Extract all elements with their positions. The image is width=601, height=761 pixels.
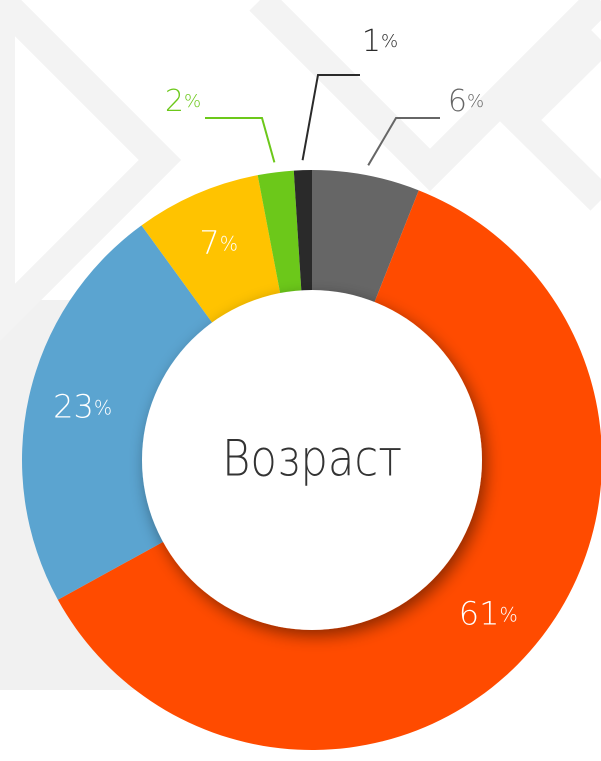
leader-line: [367, 117, 440, 166]
slice: [57, 190, 601, 751]
slice: [141, 175, 282, 327]
slice: [293, 170, 312, 296]
slice: [22, 225, 216, 600]
value-label: 23%: [53, 388, 112, 426]
center-label: Возраст: [222, 430, 402, 488]
value-label: 1%: [362, 24, 398, 59]
value-label: 6%: [448, 84, 484, 119]
slice: [257, 170, 302, 298]
leader-line: [301, 74, 360, 161]
leader-line: [205, 117, 276, 163]
value-label: 7%: [199, 223, 238, 261]
value-label: 61%: [459, 594, 518, 632]
donut-hole: [142, 290, 482, 630]
slice: [312, 170, 419, 307]
value-label: 2%: [165, 84, 201, 119]
slices: 6% 61% 23% 7% 2% 1%: [22, 24, 601, 751]
